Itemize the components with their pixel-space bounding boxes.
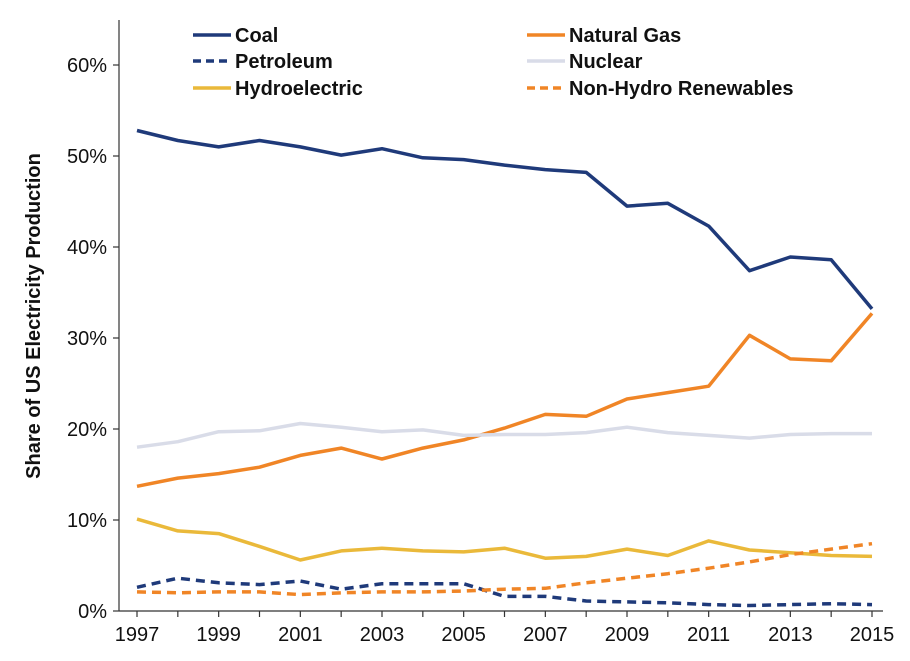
x-tick-label: 2015 — [850, 624, 895, 646]
legend-item: Nuclear — [527, 51, 643, 73]
series-line-hydroelectric — [136, 517, 873, 562]
x-tick-label: 2013 — [768, 624, 813, 646]
plot-area — [136, 128, 874, 608]
x-tick-label: 1999 — [196, 624, 241, 646]
legend-item: Coal — [193, 25, 278, 47]
y-tick-label: 60% — [67, 55, 107, 77]
legend-label: Natural Gas — [569, 25, 681, 47]
y-axis: 0% 10% 20% 30% 40% 50% 60% — [67, 20, 120, 623]
legend-item: Hydroelectric — [193, 78, 363, 100]
legend: Coal Natural Gas Petroleum Nuclear Hydroelec… — [193, 25, 793, 100]
legend-item: Non-Hydro Renewables — [527, 78, 793, 100]
y-tick-label: 40% — [67, 237, 107, 259]
legend-item: Natural Gas — [527, 25, 681, 47]
legend-label: Nuclear — [569, 51, 643, 73]
x-tick-label: 1997 — [115, 624, 160, 646]
series-line-petroleum — [136, 576, 873, 608]
series-line-natural-gas — [136, 312, 874, 489]
y-tick-label: 50% — [67, 146, 107, 168]
legend-label: Coal — [235, 25, 278, 47]
y-tick-label: 10% — [67, 510, 107, 532]
x-axis: 1997 1999 2001 2003 2005 2007 2009 2011 2013 2015 — [115, 610, 895, 646]
x-tick-label: 2011 — [687, 624, 730, 646]
y-tick-label: 20% — [67, 419, 107, 441]
legend-label: Hydroelectric — [235, 78, 363, 100]
y-tick-label: 30% — [67, 328, 107, 350]
x-tick-label: 2001 — [278, 624, 323, 646]
legend-label: Petroleum — [235, 51, 333, 73]
series-line-nuclear — [136, 421, 872, 449]
legend-item: Petroleum — [193, 51, 333, 73]
series-line-coal — [136, 128, 874, 311]
x-tick-label: 2009 — [605, 624, 650, 646]
x-tick-label: 2003 — [360, 624, 405, 646]
series-line-non-hydro-renewables — [136, 541, 873, 597]
y-tick-label: 0% — [78, 601, 107, 623]
y-axis-label: Share of US Electricity Production — [23, 153, 45, 479]
legend-label: Non-Hydro Renewables — [569, 78, 793, 100]
x-tick-label: 2005 — [441, 624, 486, 646]
x-tick-label: 2007 — [523, 624, 568, 646]
